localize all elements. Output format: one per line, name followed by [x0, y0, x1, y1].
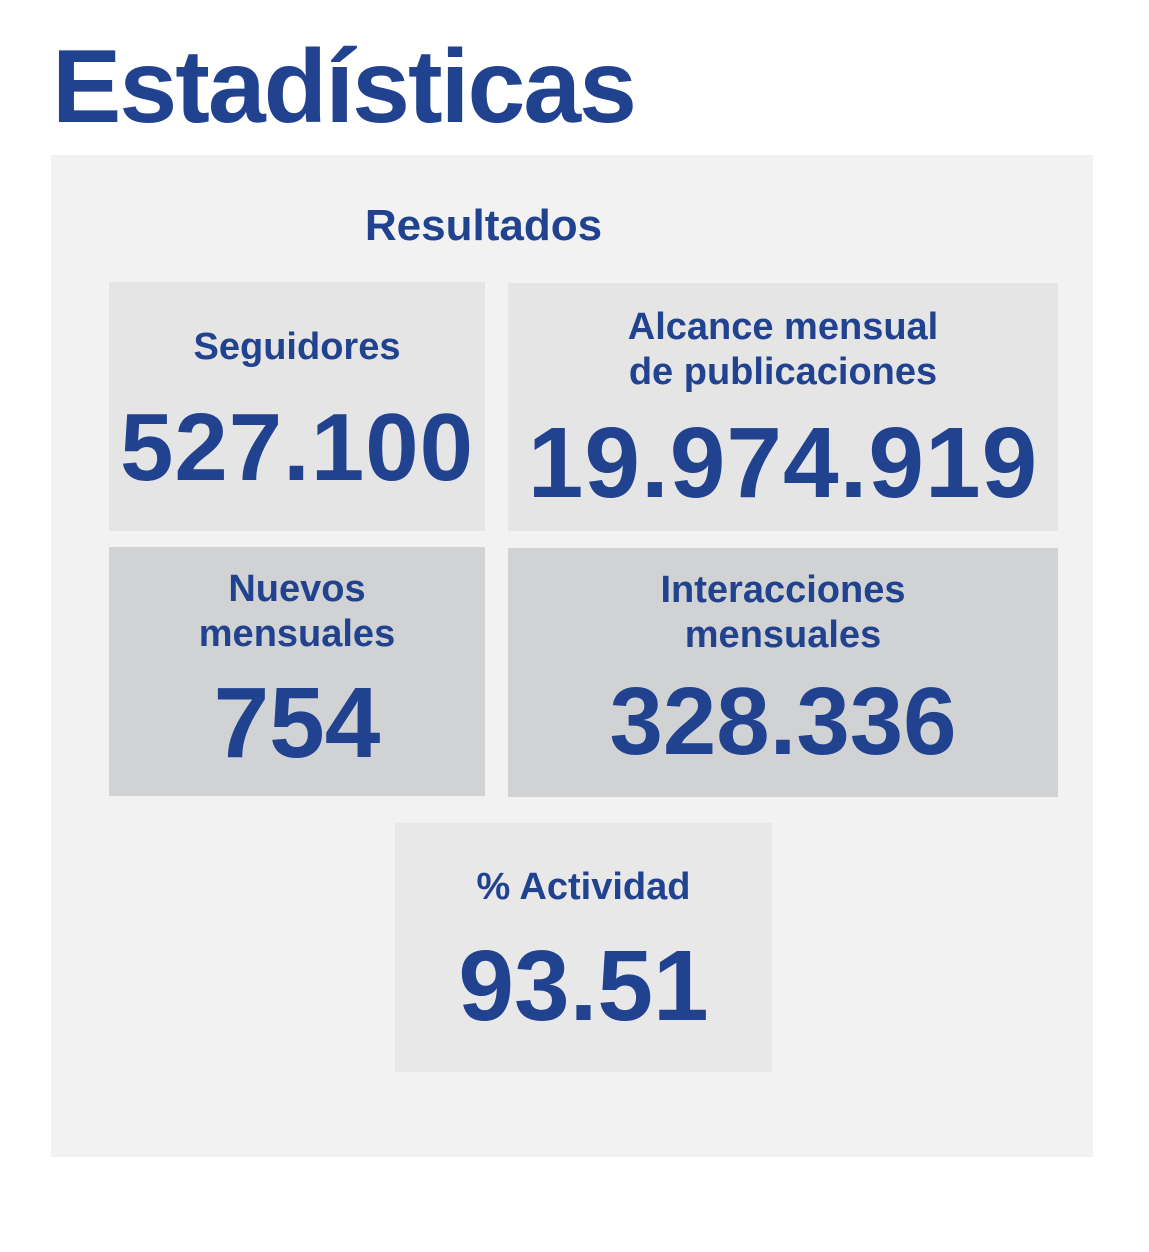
- stat-card-seguidores: Seguidores 527.100: [109, 282, 485, 531]
- page-title: Estadísticas: [52, 29, 637, 145]
- stat-label-alcance-mensual: Alcance mensual de publicaciones: [627, 306, 939, 393]
- stat-value-seguidores: 527.100: [119, 394, 474, 501]
- stat-card-interacciones-mensuales: Interacciones mensuales 328.336: [508, 548, 1058, 797]
- stat-value-nuevos-mensuales: 754: [213, 667, 381, 779]
- section-title-resultados: Resultados: [364, 201, 603, 250]
- stat-label-actividad: % Actividad: [476, 866, 691, 908]
- stat-card-nuevos-mensuales: Nuevos mensuales 754: [109, 547, 485, 796]
- stat-card-alcance-mensual: Alcance mensual de publicaciones 19.974.…: [508, 283, 1058, 531]
- stat-card-actividad: % Actividad 93.51: [395, 823, 772, 1072]
- stat-label-interacciones-mensuales: Interacciones mensuales: [660, 569, 906, 656]
- stat-label-nuevos-mensuales: Nuevos mensuales: [198, 568, 396, 655]
- stat-value-interacciones-mensuales: 328.336: [609, 668, 957, 775]
- stat-value-actividad: 93.51: [458, 930, 709, 1042]
- stat-value-alcance-mensual: 19.974.919: [527, 407, 1039, 519]
- stat-label-seguidores: Seguidores: [193, 326, 401, 368]
